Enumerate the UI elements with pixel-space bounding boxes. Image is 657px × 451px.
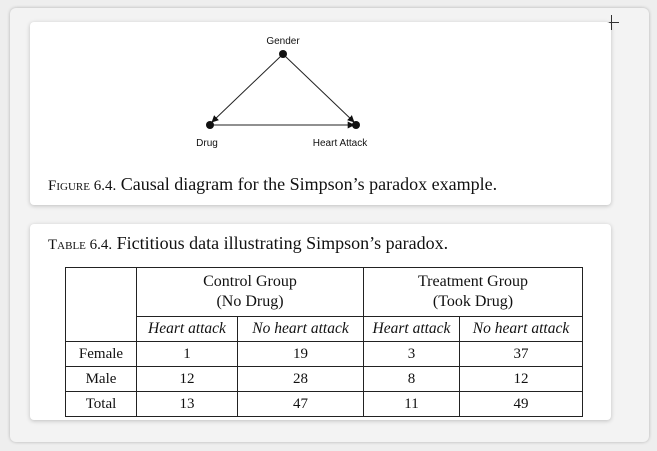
table-row: Total 13 47 11 49 <box>65 391 583 417</box>
row-label: Total <box>65 391 137 417</box>
column-header: Heart attack <box>363 316 460 342</box>
table-row: Male 12 28 8 12 <box>65 366 583 392</box>
table-cell: 13 <box>136 391 238 417</box>
figure-caption-label: Figure 6.4. <box>48 178 117 194</box>
simpsons-paradox-table: Control Group (No Drug) Treatment Group … <box>65 267 583 417</box>
crosshair-cursor-icon <box>604 15 619 30</box>
row-label: Female <box>65 341 137 367</box>
node-drug <box>206 121 214 129</box>
node-gender-label: Gender <box>266 36 300 47</box>
table-cell: 11 <box>363 391 460 417</box>
edge-gender-heart-attack <box>284 55 355 123</box>
edge-gender-drug <box>211 55 282 123</box>
figure-caption-text: Causal diagram for the Simpson’s paradox… <box>116 174 498 194</box>
subheader-row: Heart attack No heart attack Heart attac… <box>66 316 583 342</box>
group-title: Control Group <box>203 273 297 290</box>
table-cell: 37 <box>459 341 583 367</box>
table-card: Table 6.4. Fictitious data illustrating … <box>30 224 611 420</box>
node-heart-attack-label: Heart Attack <box>313 138 368 149</box>
table-cell: 12 <box>459 366 583 392</box>
column-header: No heart attack <box>237 316 364 342</box>
table-caption-label: Table 6.4. <box>48 237 113 253</box>
node-drug-label: Drug <box>196 138 218 149</box>
table-cell: 28 <box>237 366 364 392</box>
corner-cell <box>65 267 137 342</box>
column-header: No heart attack <box>459 316 583 342</box>
node-heart-attack <box>352 121 360 129</box>
table-cell: 49 <box>459 391 583 417</box>
group-title: Treatment Group <box>417 273 529 290</box>
group-header-row: Control Group (No Drug) Treatment Group … <box>65 267 583 342</box>
row-label: Male <box>65 366 137 392</box>
table-cell: 12 <box>136 366 238 392</box>
table-cell: 47 <box>237 391 364 417</box>
table-caption-text: Fictitious data illustrating Simpson’s p… <box>112 233 449 253</box>
group-header-treatment: Treatment Group (Took Drug) <box>363 267 583 317</box>
table-cell: 1 <box>136 341 238 367</box>
table-cell: 3 <box>363 341 460 367</box>
table-cell: 19 <box>237 341 364 367</box>
causal-diagram: Gender Drug Heart Attack <box>196 36 368 149</box>
table-row: Female 1 19 3 37 <box>65 341 583 367</box>
table-caption: Table 6.4. Fictitious data illustrating … <box>48 233 448 254</box>
group-header-control: Control Group (No Drug) <box>136 267 364 317</box>
figure-caption: Figure 6.4. Causal diagram for the Simps… <box>48 174 497 195</box>
node-gender <box>279 50 287 58</box>
figure-card: Gender Drug Heart Attack Figure 6.4. Cau… <box>30 22 611 205</box>
group-subtitle: (No Drug) <box>216 293 284 310</box>
group-subtitle: (Took Drug) <box>432 293 514 310</box>
table-cell: 8 <box>363 366 460 392</box>
column-header: Heart attack <box>136 316 238 342</box>
